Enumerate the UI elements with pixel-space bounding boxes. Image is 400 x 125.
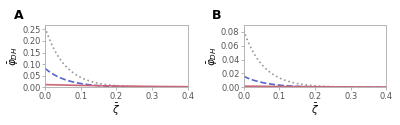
Text: A: A xyxy=(14,9,23,22)
X-axis label: $\bar{\zeta}$: $\bar{\zeta}$ xyxy=(112,102,120,118)
Y-axis label: $\bar{\varphi}_{DH}$: $\bar{\varphi}_{DH}$ xyxy=(7,46,21,66)
Text: B: B xyxy=(212,9,222,22)
X-axis label: $\bar{\zeta}$: $\bar{\zeta}$ xyxy=(311,102,319,118)
Y-axis label: $\bar{\varphi}_{DH}$: $\bar{\varphi}_{DH}$ xyxy=(206,46,220,66)
